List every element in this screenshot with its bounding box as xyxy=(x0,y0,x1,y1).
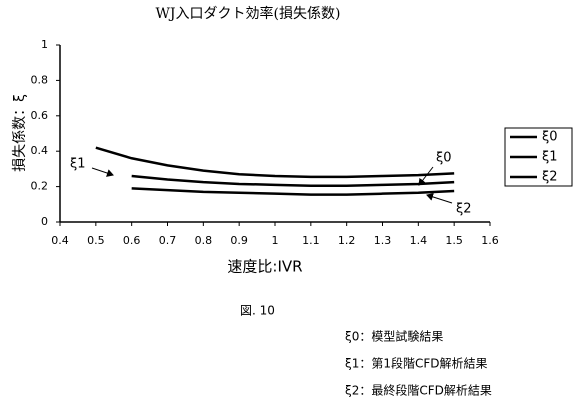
x-tick-label: 0.4 xyxy=(51,234,69,247)
x-tick-label: 0.8 xyxy=(195,234,213,247)
y-tick-label: 0.4 xyxy=(31,144,49,157)
chart-title: WJ入口ダクト効率(損失係数) xyxy=(156,5,341,22)
annotation: ξ1 xyxy=(70,157,86,172)
arrow xyxy=(91,167,114,177)
series-line xyxy=(131,174,455,187)
arrow xyxy=(426,193,453,204)
y-axis-label: 損失係数：ξ xyxy=(12,94,28,172)
series-line xyxy=(95,146,455,179)
annotation: ξ2 xyxy=(456,202,472,217)
x-tick-label: 1.4 xyxy=(410,234,428,247)
y-tick-label: 0.2 xyxy=(31,180,49,193)
note: ξ1：第1段階CFD解析結果 xyxy=(345,356,487,371)
y-tick-label: 1 xyxy=(41,38,48,51)
legend-label: ξ1 xyxy=(542,150,558,165)
y-tick-label: 0.8 xyxy=(31,73,49,86)
series-line xyxy=(131,187,455,196)
x-tick-label: 1.1 xyxy=(302,234,320,247)
caption: 図. 10 xyxy=(240,304,275,318)
legend-label: ξ0 xyxy=(542,130,558,145)
x-tick-label: 1.6 xyxy=(481,234,499,247)
note: ξ0：模型試験結果 xyxy=(345,329,443,344)
x-tick-label: 0.7 xyxy=(159,234,177,247)
x-tick-label: 1.3 xyxy=(374,234,392,247)
y-tick-label: 0.6 xyxy=(31,109,49,122)
x-tick-label: 1.2 xyxy=(338,234,356,247)
legend-label: ξ2 xyxy=(542,170,558,185)
arrow xyxy=(418,166,434,186)
x-tick-label: 1 xyxy=(272,234,279,247)
x-tick-label: 0.5 xyxy=(87,234,105,247)
x-axis-label: 速度比:IVR xyxy=(227,258,302,276)
x-tick-label: 0.9 xyxy=(230,234,248,247)
x-tick-label: 0.6 xyxy=(123,234,141,247)
note: ξ2：最終段階CFD解析結果 xyxy=(345,383,492,398)
x-tick-label: 1.5 xyxy=(445,234,463,247)
annotation: ξ0 xyxy=(436,151,452,166)
y-tick-label: 0 xyxy=(41,215,48,228)
